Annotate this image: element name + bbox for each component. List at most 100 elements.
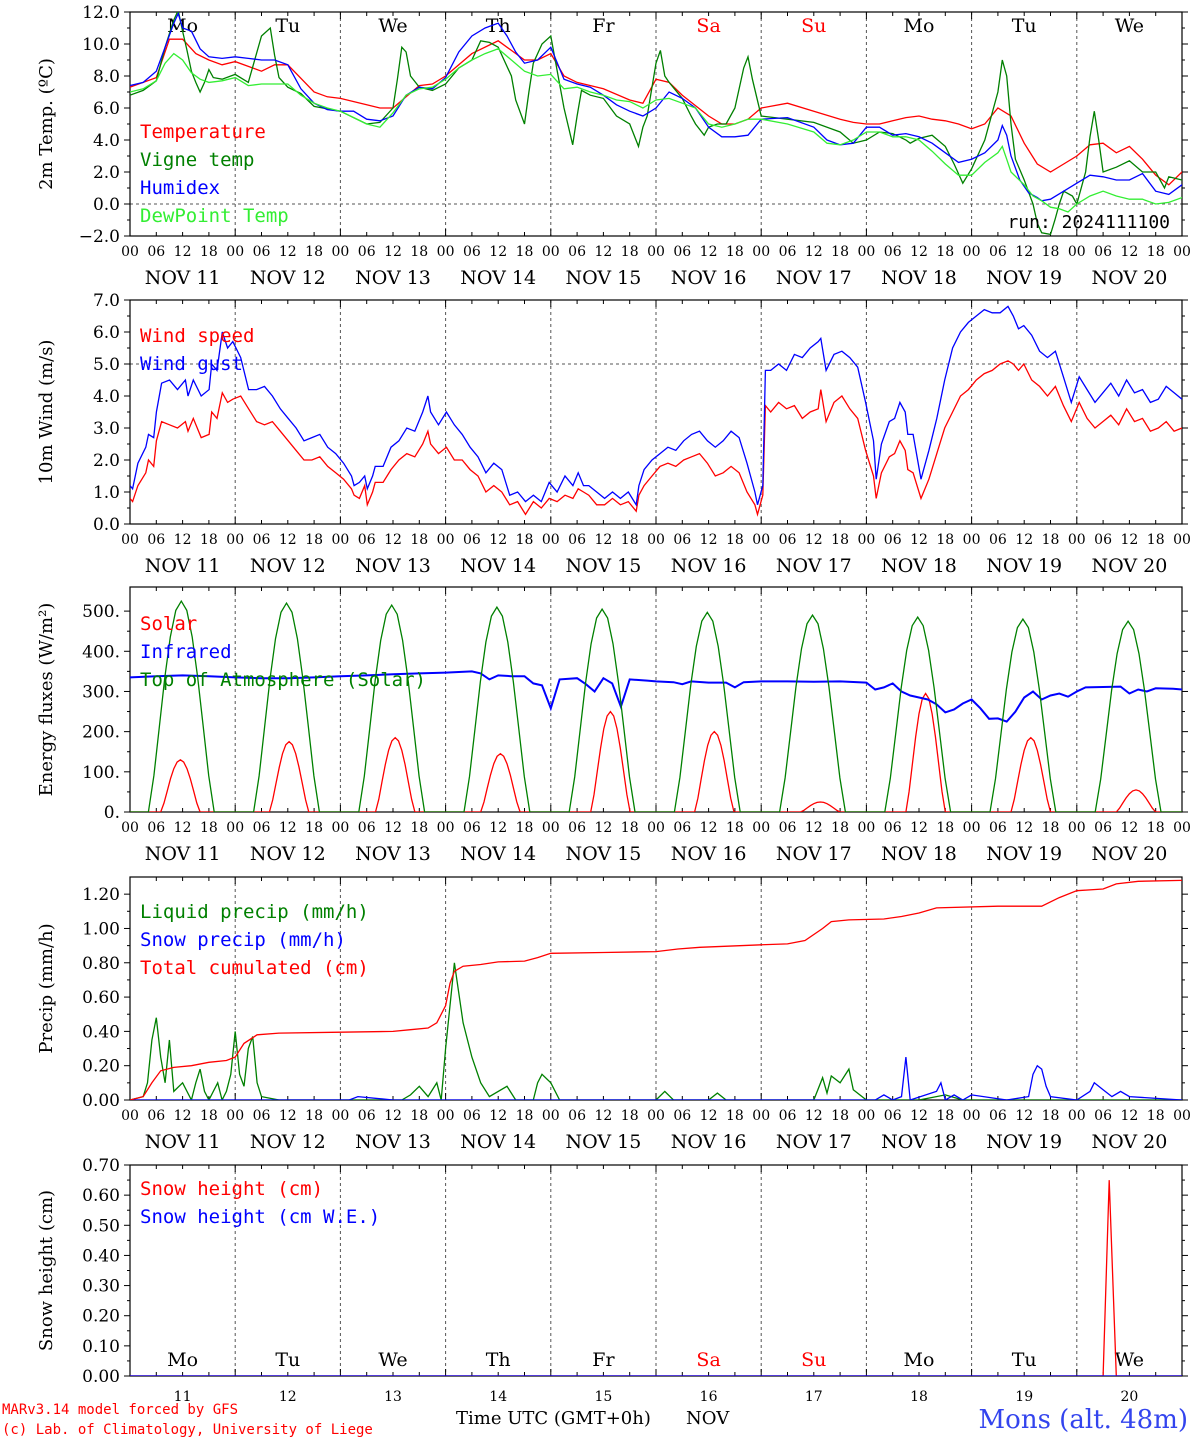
- series-group: [130, 12, 1182, 236]
- weekday-label: Mo: [904, 15, 935, 37]
- weekday-label: We: [1115, 1349, 1144, 1371]
- hour-tick-label: 00: [226, 532, 244, 548]
- hour-tick-label: 00: [752, 1108, 770, 1124]
- hour-tick-label: 00: [437, 1108, 455, 1124]
- hour-tick-label: 06: [253, 532, 271, 548]
- hour-tick-label: 00: [542, 1108, 560, 1124]
- series-line-humidex: [130, 12, 1182, 202]
- hour-tick-label: 18: [410, 1108, 428, 1124]
- series-line-dewpoint-temp: [130, 48, 1182, 213]
- hour-tick-label: 18: [305, 1108, 323, 1124]
- y-tick-label: 0.20: [82, 1057, 120, 1077]
- hour-tick-label: 18: [831, 820, 849, 836]
- date-label: NOV 17: [776, 267, 852, 289]
- hour-tick-label: 18: [726, 532, 744, 548]
- hour-tick-label: 12: [1015, 244, 1033, 260]
- hour-tick-label: 06: [253, 244, 271, 260]
- hour-tick-label: 06: [463, 1108, 481, 1124]
- hour-tick-label: 12: [279, 244, 297, 260]
- hour-tick-label: 06: [253, 820, 271, 836]
- hour-tick-label: 18: [621, 1108, 639, 1124]
- date-label: NOV 17: [776, 1131, 852, 1153]
- weekday-label: Tu: [275, 1349, 300, 1371]
- legend-entry: Liquid precip (mm/h): [140, 901, 369, 923]
- date-label: NOV 11: [145, 1131, 221, 1153]
- hour-tick-label: 06: [884, 1108, 902, 1124]
- y-axis-label: Precip (mm/h): [36, 923, 57, 1053]
- date-label: NOV 19: [986, 267, 1062, 289]
- hour-tick-label: 00: [226, 1108, 244, 1124]
- hour-tick-label: 06: [147, 1108, 165, 1124]
- legend-entry: Snow height (cm W.E.): [140, 1206, 380, 1228]
- series-group: [130, 305, 1182, 517]
- y-tick-label: 4.0: [93, 387, 120, 407]
- hour-tick-label: 00: [331, 820, 349, 836]
- y-tick-label: 100.: [82, 763, 120, 783]
- hour-tick-label: 06: [779, 532, 797, 548]
- weekday-label: We: [378, 1349, 407, 1371]
- hour-tick-label: 00: [1068, 244, 1086, 260]
- weekday-label: Fr: [592, 1349, 615, 1371]
- series-line-wind-gust: [130, 305, 1182, 507]
- date-label: NOV 19: [986, 555, 1062, 577]
- date-label: NOV 20: [1091, 1131, 1167, 1153]
- hour-tick-label: 06: [358, 532, 376, 548]
- hour-tick-label: 00: [1173, 1108, 1191, 1124]
- hour-tick-label: 18: [936, 820, 954, 836]
- weekday-label: Tu: [275, 15, 300, 37]
- hour-tick-label: 00: [542, 244, 560, 260]
- date-label: NOV 12: [250, 1131, 326, 1153]
- hour-tick-label: 12: [489, 532, 507, 548]
- hour-tick-label: 00: [121, 1108, 139, 1124]
- plot-frame: [129, 299, 1183, 525]
- hour-tick-label: 18: [936, 532, 954, 548]
- y-tick-label: 0.60: [82, 988, 120, 1008]
- plot-frame: [129, 11, 1183, 237]
- hour-tick-label: 12: [594, 532, 612, 548]
- hour-tick-label: 12: [384, 532, 402, 548]
- hour-tick-label: 12: [1120, 1108, 1138, 1124]
- weekday-label: Su: [801, 1349, 826, 1371]
- hour-tick-label: 12: [489, 1108, 507, 1124]
- date-label: NOV 16: [671, 1131, 747, 1153]
- panel-5: 0.70 0.60 0.50 0.40 0.30 0.20 0.10 0.00 Snow hei…: [36, 1156, 1188, 1405]
- hour-tick-label: 06: [884, 820, 902, 836]
- hour-tick-label: 00: [647, 532, 665, 548]
- hour-tick-label: 12: [700, 532, 718, 548]
- y-tick-label: 0.50: [82, 1216, 120, 1236]
- legend-entry: Top of Atmosphere (Solar): [140, 669, 426, 691]
- hour-tick-label: 00: [1068, 1108, 1086, 1124]
- hour-tick-label: 00: [857, 244, 875, 260]
- date-label: NOV 18: [881, 267, 957, 289]
- hour-tick-label: 12: [910, 820, 928, 836]
- panel-3: 500. 400. 300. 200. 100. 0. Energy fluxes (W/m…: [36, 586, 1191, 865]
- hour-tick-label: 18: [516, 532, 534, 548]
- date-label: NOV 20: [1091, 555, 1167, 577]
- weekday-label: We: [378, 15, 407, 37]
- day-number-label: 11: [174, 1389, 192, 1405]
- hour-tick-label: 12: [805, 820, 823, 836]
- time-axis-label: Time UTC (GMT+0h): [456, 1408, 651, 1429]
- date-label: NOV 18: [881, 555, 957, 577]
- hour-tick-label: 00: [1068, 820, 1086, 836]
- hour-tick-label: 12: [384, 820, 402, 836]
- series-line-vigne-temp: [130, 12, 1182, 236]
- date-label: NOV 12: [250, 843, 326, 865]
- weekday-label: Th: [486, 1349, 511, 1371]
- y-axis-label: Energy fluxes (W/m²): [36, 603, 57, 797]
- day-number-label: 17: [805, 1389, 823, 1405]
- hour-tick-label: 06: [779, 244, 797, 260]
- y-tick-label: 6.0: [93, 323, 120, 343]
- y-tick-label: 0.: [104, 803, 120, 823]
- date-label: NOV 17: [776, 555, 852, 577]
- hour-tick-label: 18: [831, 1108, 849, 1124]
- date-label: NOV 14: [460, 555, 536, 577]
- hour-tick-label: 12: [700, 244, 718, 260]
- hour-tick-label: 00: [121, 532, 139, 548]
- hour-tick-label: 00: [331, 532, 349, 548]
- legend-entry: Wind speed: [140, 325, 254, 347]
- hour-tick-label: 00: [437, 244, 455, 260]
- hour-tick-label: 00: [437, 532, 455, 548]
- day-number-label: 13: [384, 1389, 402, 1405]
